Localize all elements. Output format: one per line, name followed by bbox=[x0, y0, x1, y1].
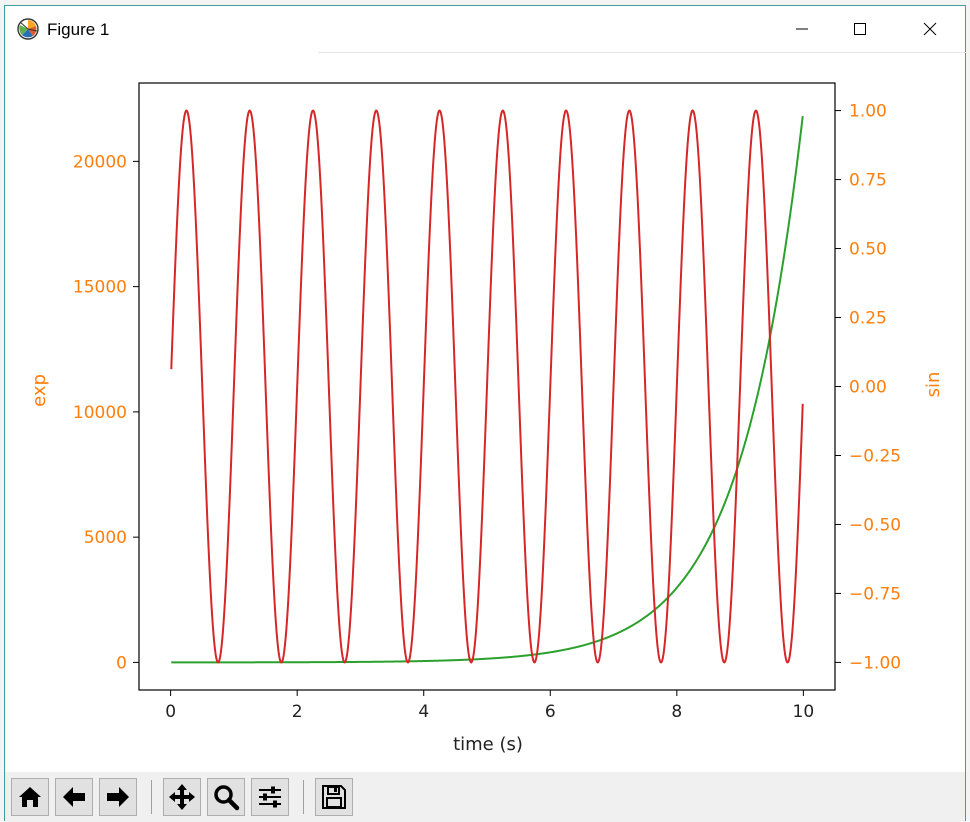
y-left-tick-label: 0 bbox=[116, 653, 127, 673]
minimize-button[interactable] bbox=[771, 6, 833, 52]
x-tick-label: 0 bbox=[165, 702, 176, 722]
figure-window: Figure 1 0 2 4 6 8 10 0 5000 10000 15000 20000 −1.0… bbox=[4, 5, 967, 822]
x-tick-label: 6 bbox=[545, 702, 556, 722]
zoom-button[interactable] bbox=[207, 778, 245, 816]
y-right-tick-label: −0.25 bbox=[849, 446, 901, 466]
title-divider bbox=[318, 52, 967, 53]
y-left-axis-label: exp bbox=[29, 374, 50, 407]
x-axis-label: time (s) bbox=[453, 734, 523, 755]
home-button[interactable] bbox=[11, 778, 49, 816]
maximize-icon bbox=[854, 23, 866, 35]
zoom-icon bbox=[214, 785, 240, 811]
y-right-tick-label: 0.50 bbox=[849, 240, 887, 260]
forward-button[interactable] bbox=[99, 778, 137, 816]
y-right-tick-label: 1.00 bbox=[849, 102, 887, 122]
configure-subplots-button[interactable] bbox=[251, 778, 289, 816]
x-tick-label: 10 bbox=[793, 702, 815, 722]
y-right-tick-label: −1.00 bbox=[849, 653, 901, 673]
minimize-icon bbox=[796, 28, 808, 30]
y-right-tick-label: 0.00 bbox=[849, 378, 887, 398]
matplotlib-logo-icon bbox=[17, 18, 39, 40]
home-icon bbox=[19, 787, 41, 807]
figure-canvas[interactable]: 0 2 4 6 8 10 0 5000 10000 15000 20000 −1.00 −0.75 −0.… bbox=[5, 52, 965, 772]
y-right-tick-label: −0.75 bbox=[849, 584, 901, 604]
y-left-tick-label: 20000 bbox=[73, 152, 127, 172]
pan-button[interactable] bbox=[163, 778, 201, 816]
y-right-axis-label: sin bbox=[923, 372, 944, 398]
pan-icon bbox=[169, 784, 195, 810]
back-button[interactable] bbox=[55, 778, 93, 816]
navigation-toolbar bbox=[5, 772, 965, 822]
back-icon bbox=[63, 787, 85, 807]
close-button[interactable] bbox=[899, 6, 961, 52]
y-left-tick-label: 10000 bbox=[73, 403, 127, 423]
x-tick-label: 8 bbox=[671, 702, 682, 722]
close-icon bbox=[923, 22, 937, 36]
save-button[interactable] bbox=[315, 778, 353, 816]
y-right-tick-label: −0.50 bbox=[849, 515, 901, 535]
exp-series-line bbox=[171, 115, 804, 664]
x-tick-label: 4 bbox=[418, 702, 429, 722]
toolbar-separator bbox=[303, 780, 304, 814]
y-left-tick-label: 5000 bbox=[84, 528, 127, 548]
y-left-tick-label: 15000 bbox=[73, 278, 127, 298]
window-title: Figure 1 bbox=[47, 20, 110, 39]
maximize-button[interactable] bbox=[829, 6, 891, 52]
title-bar[interactable]: Figure 1 bbox=[5, 6, 965, 52]
x-tick-label: 2 bbox=[292, 702, 303, 722]
save-icon bbox=[322, 785, 346, 809]
sin-series-line bbox=[170, 109, 804, 664]
y-right-tick-label: 0.75 bbox=[849, 171, 887, 191]
toolbar-separator bbox=[151, 780, 152, 814]
configure-subplots-icon bbox=[259, 786, 281, 808]
y-right-tick-label: 0.25 bbox=[849, 309, 887, 329]
forward-icon bbox=[107, 787, 129, 807]
